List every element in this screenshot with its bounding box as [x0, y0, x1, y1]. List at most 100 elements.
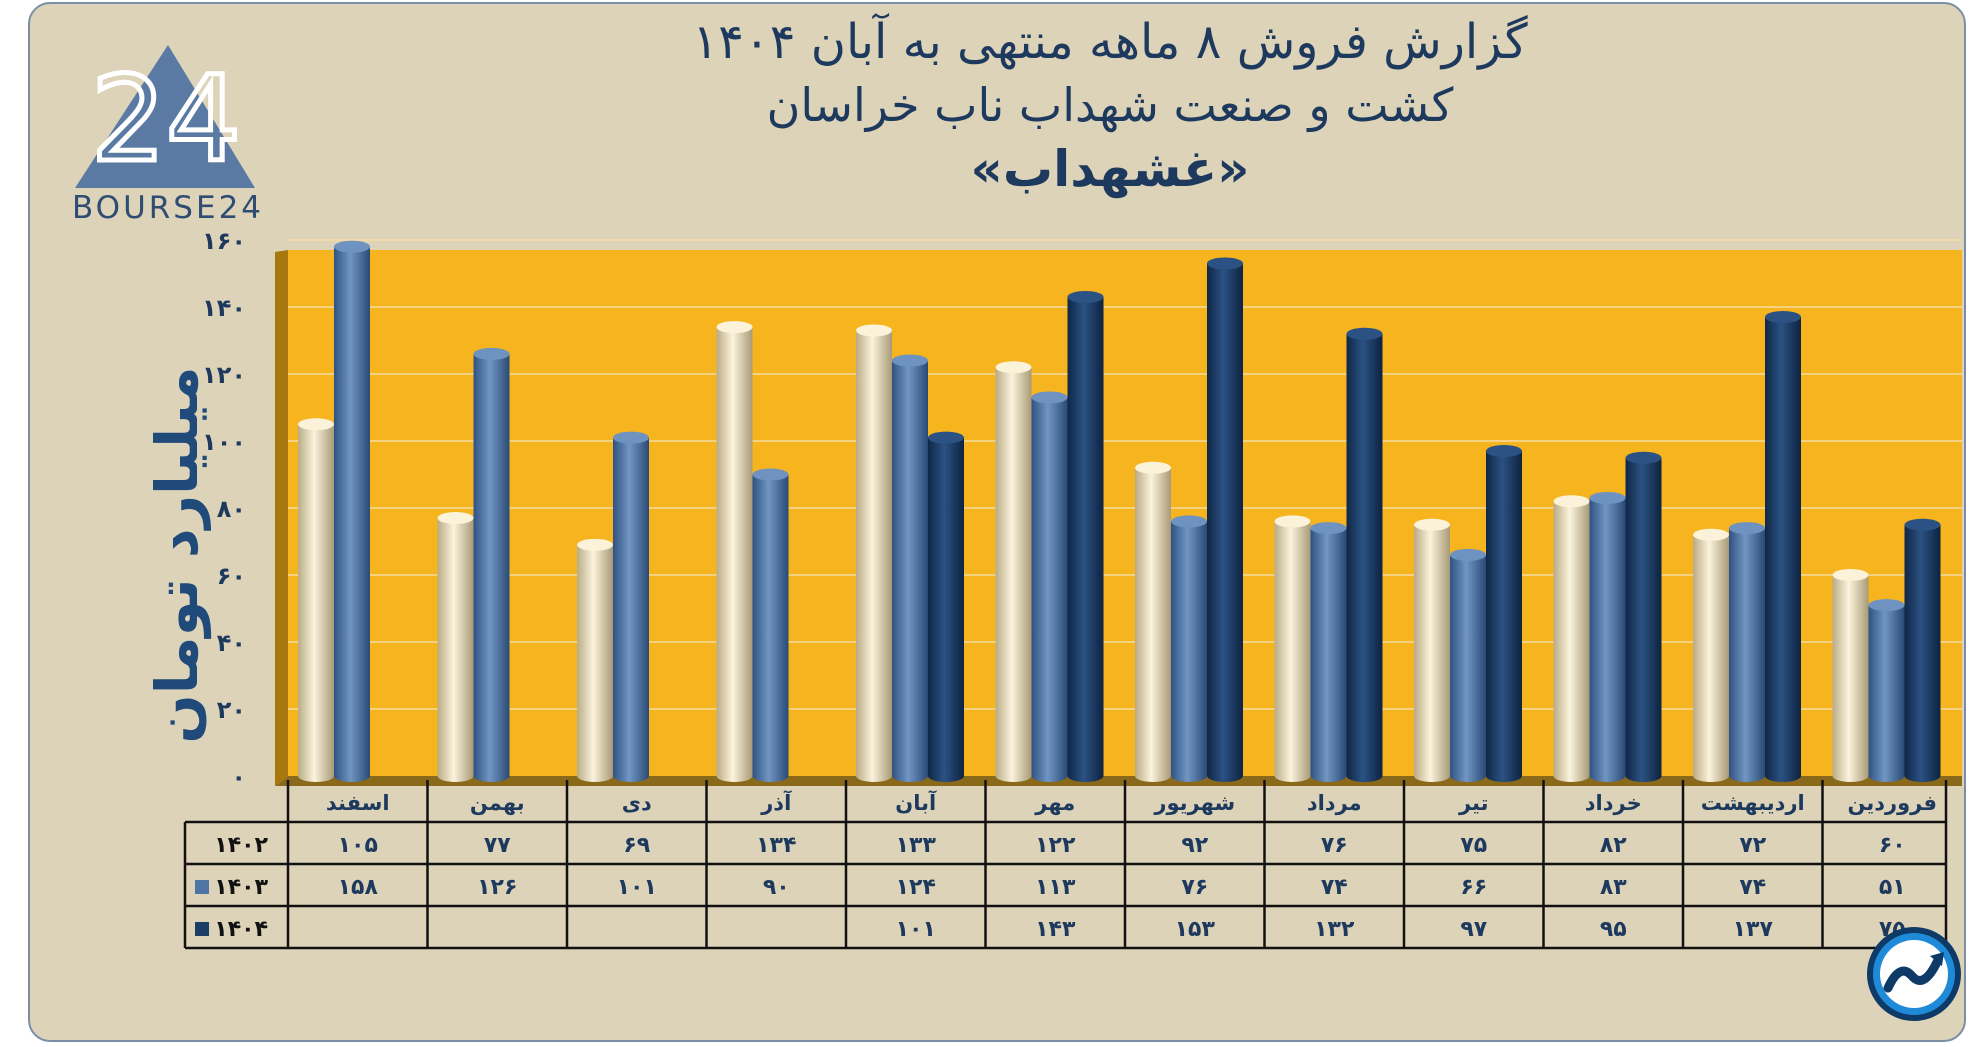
legend-swatch [195, 922, 209, 936]
bar-2-0 [1904, 518, 1941, 782]
bar-cap [1729, 522, 1765, 535]
x-tick-label: دی [622, 791, 652, 815]
x-tick-label: خرداد [1585, 791, 1642, 815]
data-label: ۱۴۳ [1035, 917, 1076, 942]
bar-base [1553, 770, 1590, 782]
bar-1-6 [1031, 391, 1068, 782]
bar-base [577, 770, 613, 782]
bar-body [1832, 575, 1869, 776]
y-tick-label: ۸۰ [217, 495, 246, 523]
bourse24-logo: 24 [75, 45, 255, 191]
x-tick-label: بهمن [470, 791, 525, 815]
bar-base [613, 770, 649, 782]
logo-text: BOURSE24 [71, 190, 265, 226]
data-label: ۱۳۴ [756, 833, 796, 858]
legend-entry: ۱۴۰۲ [214, 833, 268, 858]
legend-entry: ۱۴۰۴ [214, 917, 268, 942]
data-label: ۱۰۱ [617, 875, 657, 900]
bar-cap [1171, 515, 1207, 528]
data-label: ۵۱ [1879, 875, 1906, 900]
data-label: ۱۲۴ [896, 875, 936, 900]
data-label: ۱۲۲ [1035, 833, 1076, 858]
y-tick-label: ۰ [231, 763, 246, 791]
bar-base [1832, 770, 1869, 782]
plot-background [288, 250, 1962, 776]
bar-1-8 [752, 468, 789, 782]
bar-cap [1414, 518, 1450, 531]
x-tick-label: آذر [760, 790, 792, 815]
bar-1-7 [892, 354, 928, 782]
bar-body [1346, 333, 1383, 776]
bar-body [437, 518, 474, 776]
bar-body [1904, 524, 1941, 776]
bar-base [752, 770, 789, 782]
bar-cap [1765, 311, 1801, 324]
bar-base [856, 770, 892, 782]
bar-body [1067, 296, 1104, 776]
bar-0-5 [1135, 461, 1171, 782]
bar-body [1693, 534, 1729, 776]
data-label: ۷۲ [1739, 833, 1766, 858]
bar-body [1625, 457, 1662, 776]
x-tick-label: اردیبهشت [1701, 791, 1805, 815]
bar-cap [1207, 257, 1243, 270]
bar-base [473, 770, 510, 782]
data-label: ۱۱۳ [1035, 875, 1076, 900]
bar-2-2 [1625, 451, 1662, 782]
x-tick-label: آبان [895, 790, 937, 815]
data-label: ۱۰۱ [896, 917, 936, 942]
x-tick-label: مرداد [1307, 791, 1362, 815]
bar-cap [1693, 528, 1729, 541]
bar-body [1171, 521, 1207, 776]
bar-cap [1904, 518, 1941, 531]
legend-swatch [195, 880, 209, 894]
plot-floor [275, 776, 1962, 786]
bar-cap [1310, 522, 1347, 535]
data-label: ۱۲۶ [477, 875, 517, 900]
bar-0-9 [577, 538, 613, 782]
bar-cap [473, 347, 510, 360]
bar-cap [1486, 445, 1522, 458]
y-tick-label: ۱۰۰ [202, 428, 246, 456]
y-tick-label: ۱۲۰ [202, 361, 246, 389]
bar-body [892, 360, 928, 776]
bar-base [1067, 770, 1104, 782]
bar-base [1207, 770, 1243, 782]
x-tick-label: تیر [1458, 791, 1489, 815]
bar-cap [1553, 495, 1590, 508]
bar-body [1589, 497, 1626, 776]
bar-cap [1868, 599, 1905, 612]
bar-1-10 [473, 347, 510, 782]
bar-base [1450, 770, 1486, 782]
bar-base [1414, 770, 1450, 782]
bar-base [1765, 770, 1801, 782]
x-tick-label: اسفند [326, 791, 390, 815]
bar-cap [856, 324, 892, 337]
bar-body [1450, 554, 1486, 776]
bar-cap [437, 512, 474, 525]
data-label: ۱۳۳ [896, 833, 937, 858]
bar-base [298, 770, 334, 782]
bar-0-7 [856, 324, 892, 782]
x-tick-label: مهر [1034, 791, 1075, 815]
bar-cap [1274, 515, 1311, 528]
bar-base [1868, 770, 1905, 782]
bar-body [1553, 501, 1590, 776]
bar-base [995, 770, 1032, 782]
bar-0-2 [1553, 495, 1590, 782]
chart-brand-icon [1867, 927, 1961, 1021]
bar-body [334, 246, 370, 776]
bar-cap [892, 354, 928, 367]
bar-base [716, 770, 753, 782]
plot-side-wall [275, 250, 288, 786]
bar-0-3 [1414, 518, 1450, 782]
bar-base [892, 770, 928, 782]
bar-base [1625, 770, 1662, 782]
bar-body [856, 330, 892, 776]
data-label: ۷۴ [1321, 875, 1348, 900]
y-tick-label: ۶۰ [217, 562, 246, 590]
bar-0-10 [437, 512, 474, 782]
bar-cap [1589, 491, 1626, 504]
bar-cap [613, 431, 649, 444]
